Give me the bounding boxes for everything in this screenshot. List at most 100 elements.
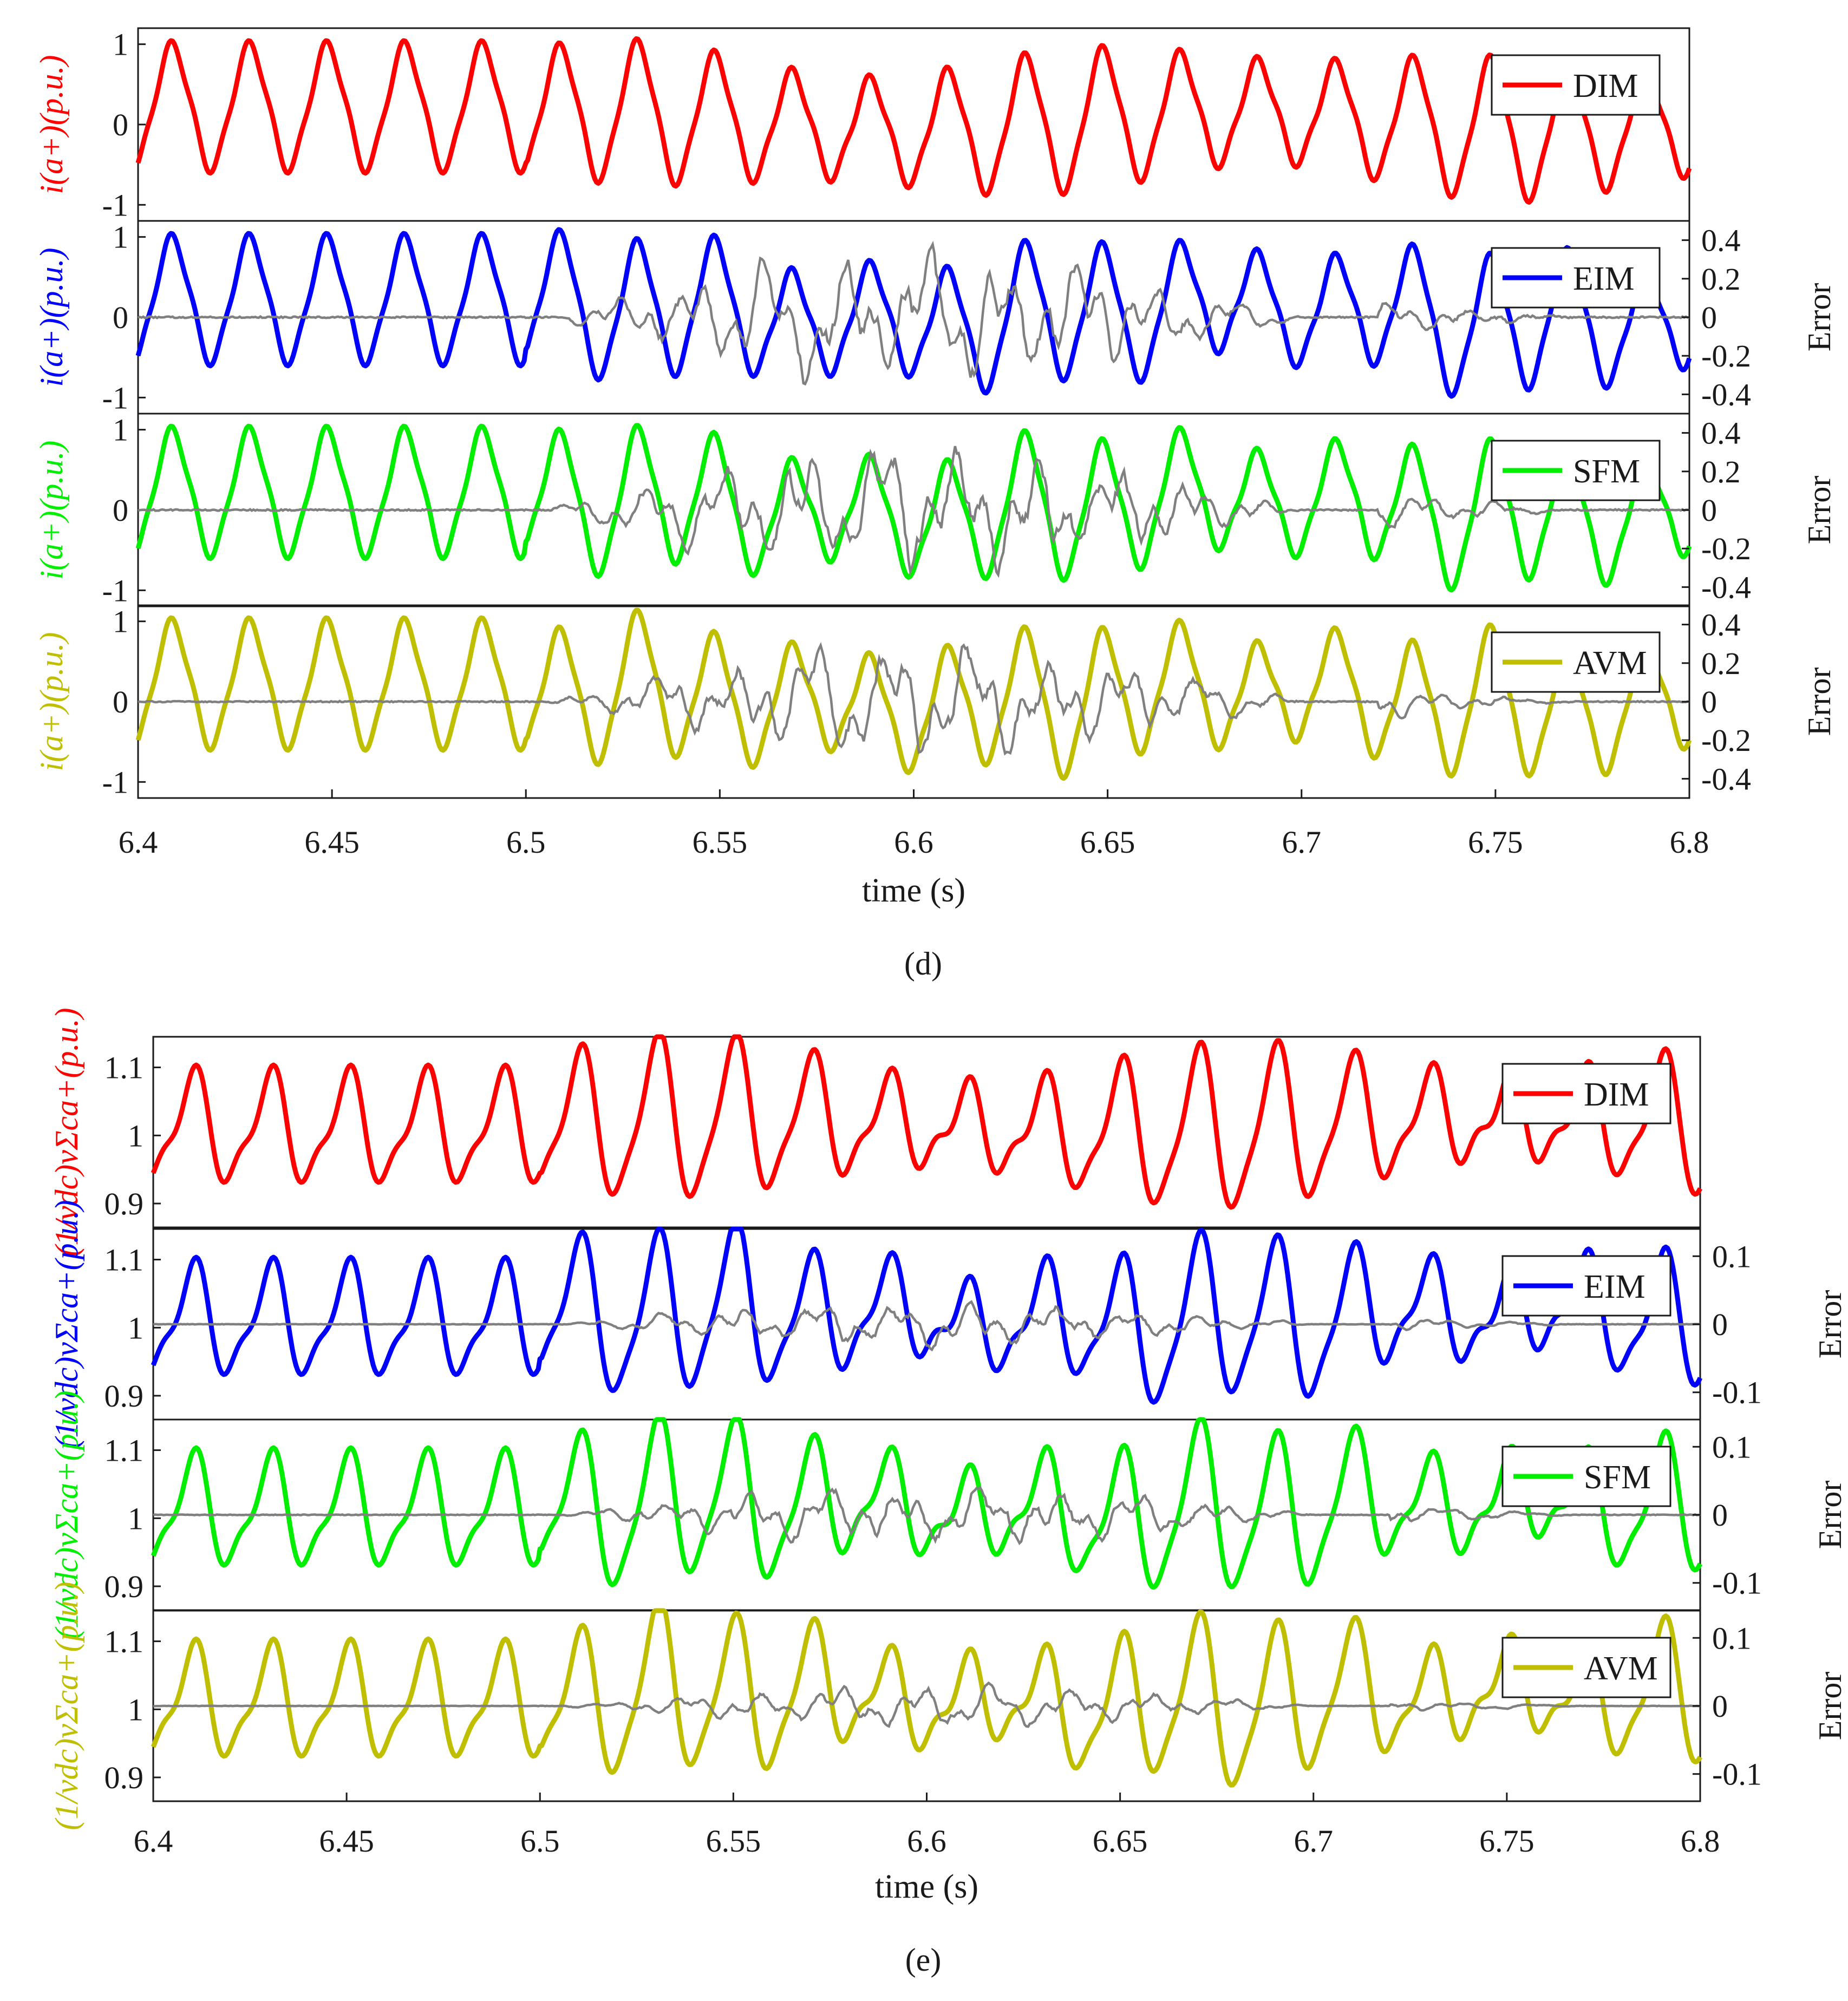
x-tick-label: 6.55 xyxy=(693,825,748,860)
y-tick-label: 1 xyxy=(128,1692,143,1727)
error-tick-label: 0.4 xyxy=(1701,607,1741,643)
y-tick-label: 1 xyxy=(113,220,128,255)
error-axis-label: Error xyxy=(1801,283,1837,352)
error-line-eim xyxy=(138,240,1690,386)
y-axis-label: i(a+)(p.u.) xyxy=(34,55,69,194)
y-tick-label: -1 xyxy=(102,187,128,223)
subplot-eim: 1.1 1 0.9 0.1 0 -0.1 Error (1/vdc)vΣca+(p.u.) EI… xyxy=(49,1200,1848,1448)
error-axis-label: Error xyxy=(1812,1481,1848,1549)
legend-label: DIM xyxy=(1573,68,1638,104)
y-tick-label: -1 xyxy=(102,573,128,608)
y-tick-label: 0.9 xyxy=(105,1569,144,1604)
y-tick-label: 1.1 xyxy=(105,1243,144,1278)
x-tick-label: 6.8 xyxy=(1670,825,1709,860)
subplot-avm: 1.1 1 0.9 0.1 0 -0.1 Error (1/vdc)vΣca+(p.u.) AV… xyxy=(49,1581,1848,1830)
x-tick-label: 6.6 xyxy=(894,825,933,860)
y-tick-label: 0.9 xyxy=(105,1186,144,1221)
panel-e-caption: (e) xyxy=(905,1942,942,1978)
legend-label: EIM xyxy=(1584,1268,1645,1305)
y-axis-label: (1/vdc)vΣca+(p.u.) xyxy=(49,1008,84,1256)
error-tick-label: -0.4 xyxy=(1701,761,1751,796)
y-tick-label: -1 xyxy=(102,380,128,415)
x-tick-label: 6.4 xyxy=(134,1823,173,1859)
y-tick-label: 0 xyxy=(113,107,128,142)
panel-d-chart: 10-1i(a+)(p.u.) DIM10-10.40.20-0.2-0.4Err… xyxy=(34,27,1837,909)
series-line-sfm xyxy=(151,1417,1702,1590)
error-tick-label: 0 xyxy=(1701,493,1717,528)
x-tick-label: 6.75 xyxy=(1468,825,1523,860)
error-tick-label: 0 xyxy=(1712,1498,1728,1533)
series-line-dim xyxy=(135,36,1692,205)
x-tick-label: 6.65 xyxy=(1093,1823,1148,1859)
y-tick-label: 0.9 xyxy=(105,1760,144,1795)
x-tick-label: 6.5 xyxy=(520,1823,560,1859)
x-axis-label: time (s) xyxy=(862,872,965,909)
y-tick-label: 0.9 xyxy=(105,1378,144,1414)
error-tick-label: 0.1 xyxy=(1712,1620,1752,1656)
y-axis-label: i(a+)(p.u.) xyxy=(34,632,69,771)
error-line-sfm xyxy=(138,446,1690,578)
error-tick-label: -0.2 xyxy=(1701,531,1751,566)
panel-e-chart: 1.1 1 0.9 (1/vdc)vΣca+(p.u.) DIM 1.1 1 0.9 0.1 0 -… xyxy=(49,1008,1848,1905)
subplot-dim: 1.1 1 0.9 (1/vdc)vΣca+(p.u.) DIM xyxy=(49,1008,1702,1257)
y-tick-label: 0 xyxy=(113,493,128,528)
legend-label: DIM xyxy=(1584,1076,1649,1113)
error-axis-label: Error xyxy=(1801,668,1837,736)
x-tick-label: 6.5 xyxy=(506,825,546,860)
y-axis-label: (1/vdc)vΣca+(p.u.) xyxy=(49,1581,84,1830)
legend-label: EIM xyxy=(1573,260,1635,297)
error-tick-label: -0.2 xyxy=(1701,723,1751,758)
legend-label: AVM xyxy=(1584,1650,1658,1687)
x-tick-label: 6.45 xyxy=(304,825,360,860)
series-line-eim xyxy=(135,227,1692,399)
error-tick-label: -0.1 xyxy=(1712,1757,1762,1792)
series-line-dim xyxy=(151,1034,1702,1210)
error-tick-label: 0.2 xyxy=(1701,646,1741,681)
subplot-sfm: 1.1 1 0.9 0.1 0 -0.1 Error (1/vdc)vΣca+(p.u.) SF… xyxy=(49,1390,1848,1639)
legend-label: AVM xyxy=(1573,645,1647,682)
y-tick-label: 1 xyxy=(113,27,128,62)
error-tick-label: 0 xyxy=(1712,1307,1728,1342)
error-line-sfm xyxy=(153,1486,1701,1546)
y-tick-label: 1 xyxy=(113,604,128,639)
series-line-eim xyxy=(151,1226,1703,1405)
series-line-avm xyxy=(151,1608,1702,1788)
error-line-avm xyxy=(153,1681,1701,1728)
error-tick-label: 0 xyxy=(1701,300,1717,335)
x-tick-label: 6.55 xyxy=(706,1823,761,1859)
error-line-avm xyxy=(138,642,1690,756)
y-tick-label: 1 xyxy=(128,1118,143,1153)
x-tick-label: 6.7 xyxy=(1294,1823,1334,1859)
y-axis-label: (1/vdc)vΣca+(p.u.) xyxy=(49,1390,84,1639)
y-tick-label: 0 xyxy=(113,684,128,720)
x-axis: 6.4 6.45 6.5 6.55 6.6 6.65 6.7 6.75 6.8 time (s) xyxy=(119,789,1709,909)
y-tick-label: 1.1 xyxy=(105,1624,144,1659)
error-tick-label: 0 xyxy=(1712,1689,1728,1724)
error-tick-label: -0.1 xyxy=(1712,1375,1762,1410)
subplot-dim: 1 0 -1 i(a+)(p.u.) DIM xyxy=(34,27,1692,223)
y-tick-label: -1 xyxy=(102,764,128,800)
error-tick-label: -0.1 xyxy=(1712,1566,1762,1601)
error-line-eim xyxy=(153,1300,1701,1352)
x-tick-label: 6.4 xyxy=(119,825,158,860)
error-axis-label: Error xyxy=(1812,1672,1848,1741)
error-tick-label: 0.2 xyxy=(1701,261,1741,297)
error-tick-label: -0.4 xyxy=(1701,377,1751,412)
error-tick-label: 0.4 xyxy=(1701,223,1741,258)
error-tick-label: 0.2 xyxy=(1701,454,1741,489)
y-tick-label: 1.1 xyxy=(105,1050,144,1085)
y-axis-label: i(a+)(p.u.) xyxy=(34,247,69,387)
y-tick-label: 0 xyxy=(113,300,128,335)
x-tick-label: 6.7 xyxy=(1282,825,1322,860)
error-tick-label: -0.4 xyxy=(1701,570,1751,605)
legend-label: SFM xyxy=(1573,453,1640,490)
x-tick-label: 6.6 xyxy=(907,1823,946,1859)
error-axis-label: Error xyxy=(1801,476,1837,545)
series-line-avm xyxy=(135,607,1692,781)
error-axis-label: Error xyxy=(1812,1290,1848,1359)
y-tick-label: 1 xyxy=(128,1310,143,1345)
error-tick-label: 0.1 xyxy=(1712,1239,1752,1274)
